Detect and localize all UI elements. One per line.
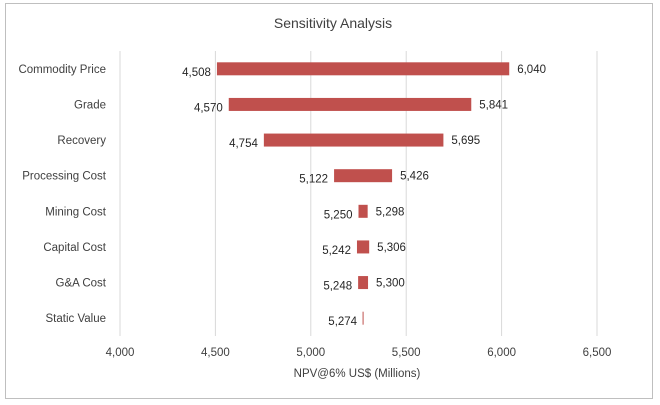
category-label: Recovery	[57, 135, 106, 147]
x-axis-title: NPV@6% US$ (Millions)	[294, 368, 421, 380]
low-value-label: 5,122	[299, 174, 328, 186]
high-value-label: 5,300	[376, 278, 405, 290]
low-value-label: 4,508	[182, 67, 211, 79]
low-value-label: 4,570	[194, 102, 223, 114]
x-tick-label: 6,500	[583, 347, 612, 359]
low-value-label: 4,754	[229, 138, 258, 150]
x-tick-label: 6,000	[487, 347, 516, 359]
data-labels: 4,508 6,040 4,570 5,841 4,754 5,695 5,122 5,426…	[182, 64, 546, 328]
x-tick-label: 4,000	[106, 347, 135, 359]
high-value-label: 5,426	[400, 171, 429, 183]
x-tick-label: 4,500	[201, 347, 230, 359]
x-tick-label: 5,000	[296, 347, 325, 359]
category-label: Processing Cost	[22, 171, 107, 183]
low-value-label: 5,250	[324, 209, 353, 221]
bar	[358, 276, 369, 290]
category-label: Mining Cost	[45, 206, 107, 218]
bars	[216, 62, 510, 325]
bar	[216, 62, 510, 76]
category-labels: Commodity Price Grade Recovery Processing C…	[18, 64, 106, 325]
bar	[334, 169, 393, 183]
x-axis-ticks: 4,000 4,500 5,000 5,500 6,000 6,500	[106, 347, 612, 359]
chart-title: Sensitivity Analysis	[274, 15, 392, 31]
high-value-label: 5,841	[479, 99, 508, 111]
high-value-label: 5,306	[377, 242, 406, 254]
low-value-label: 5,274	[328, 316, 357, 328]
bar	[356, 240, 370, 254]
category-label: Capital Cost	[43, 242, 106, 254]
high-value-label: 6,040	[517, 64, 546, 76]
category-label: G&A Cost	[56, 278, 107, 290]
high-value-label: 5,298	[376, 206, 405, 218]
bar	[263, 133, 444, 147]
low-value-label: 5,248	[323, 281, 352, 293]
category-label: Grade	[74, 99, 106, 111]
gridlines	[119, 51, 598, 336]
high-value-label: 5,695	[451, 135, 480, 147]
low-value-label: 5,242	[322, 245, 351, 257]
x-tick-label: 5,500	[392, 347, 421, 359]
bar	[358, 204, 368, 218]
category-label: Static Value	[45, 313, 106, 325]
bar	[228, 97, 472, 111]
category-label: Commodity Price	[18, 64, 106, 76]
